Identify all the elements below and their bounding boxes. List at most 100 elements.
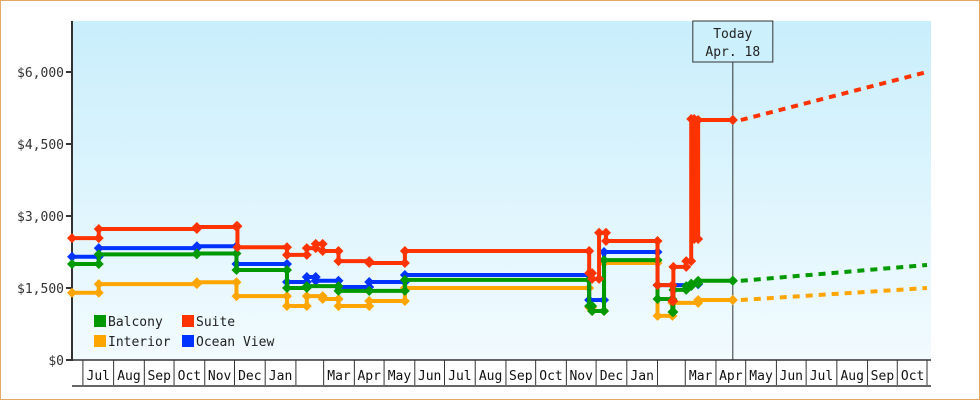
data-point-balcony [281,283,292,293]
data-point-interior [301,301,312,311]
data-point-ocean-view [364,277,375,287]
data-point-ocean-view [599,247,610,257]
data-point-suite [652,235,663,246]
data-point-suite [232,242,243,253]
data-point-balcony [587,301,598,311]
legend-label: Suite [196,315,235,330]
x-month-label: Sep [871,369,895,384]
data-point-suite [317,246,328,257]
data-point-suite [587,273,598,284]
data-point-interior [231,277,242,288]
data-point-balcony [67,259,77,269]
data-point-suite [693,234,704,245]
x-month-label: Aug [117,369,140,384]
x-month-label: Sep [147,369,171,384]
data-point-interior [727,295,738,305]
data-point-balcony [668,307,679,317]
data-point-balcony [399,274,410,285]
x-month-label: Jul [87,369,110,384]
data-point-interior [93,287,104,298]
data-point-ocean-view [281,259,292,269]
data-point-suite [93,233,104,244]
data-point-ocean-view [310,275,321,286]
x-month-label: Nov [569,369,593,384]
data-point-interior [333,301,344,311]
data-point-interior [364,295,375,306]
x-month-label: Jan [630,369,653,384]
data-point-suite [668,295,679,306]
data-point-ocean-view [191,241,202,252]
data-point-interior [231,291,242,302]
data-point-suite [601,227,612,238]
data-point-suite [333,246,344,257]
data-point-suite [594,227,605,238]
data-point-suite [727,115,738,125]
data-point-suite [667,280,678,291]
data-point-balcony [231,265,242,275]
legend-swatch-interior [94,335,106,347]
data-point-interior [67,287,77,298]
x-month-label: Oct [901,369,924,384]
data-point-ocean-view [333,275,344,286]
data-point-interior [652,310,663,321]
x-month-label: Dec [238,369,261,384]
x-month-label: Mar [327,369,351,384]
data-point-interior [281,291,292,302]
x-month-label: Jan [269,369,292,384]
data-point-suite [594,273,605,284]
data-point-balcony [333,285,344,296]
data-point-balcony [364,285,375,296]
legend-swatch-balcony [94,315,106,327]
legend-label: Interior [108,335,171,350]
x-month-label: Dec [600,369,623,384]
data-point-interior [317,294,328,305]
x-month-label: Oct [539,369,562,384]
data-point-interior [93,279,104,290]
data-point-interior [364,301,375,311]
data-point-balcony [399,285,410,296]
data-point-suite [601,235,612,246]
today-date: Apr. 18 [705,45,760,60]
data-point-balcony [93,259,104,269]
data-point-interior [399,295,410,306]
data-point-balcony [281,265,292,275]
data-point-balcony [191,248,202,259]
data-point-balcony [693,275,704,286]
data-point-suite [301,243,312,254]
y-tick-label: $6,000 [17,66,64,81]
x-month-label: Jul [810,369,833,384]
data-point-interior [333,294,344,305]
x-month-label: Aug [840,369,863,384]
data-point-interior [301,291,312,302]
data-point-suite [281,242,292,253]
data-point-suite [191,222,202,233]
data-point-suite [93,223,104,234]
data-point-suite [232,221,243,232]
today-label-box [692,20,774,63]
data-point-balcony [301,281,312,292]
data-point-balcony [599,306,610,317]
x-month-label: Oct [178,369,201,384]
forecast-line-balcony [740,262,928,283]
x-month-label: Aug [479,369,502,384]
data-point-balcony [599,255,610,266]
y-tick-label: $1,500 [17,282,64,297]
data-point-interior [693,295,704,305]
y-tick-label: $0 [48,354,64,369]
data-point-suite [364,258,375,269]
data-point-balcony [231,248,242,259]
data-point-balcony [652,294,663,305]
data-point-suite [686,256,697,267]
forecast-line-interior [740,286,928,302]
data-point-suite [317,238,328,249]
data-point-suite [668,261,679,272]
data-point-balcony [727,275,738,286]
data-point-balcony [587,306,598,317]
x-month-label: Apr [719,369,743,384]
data-point-ocean-view [93,243,104,254]
today-label: Today [713,27,752,42]
data-point-ocean-view [301,271,312,282]
data-point-balcony [93,249,104,260]
